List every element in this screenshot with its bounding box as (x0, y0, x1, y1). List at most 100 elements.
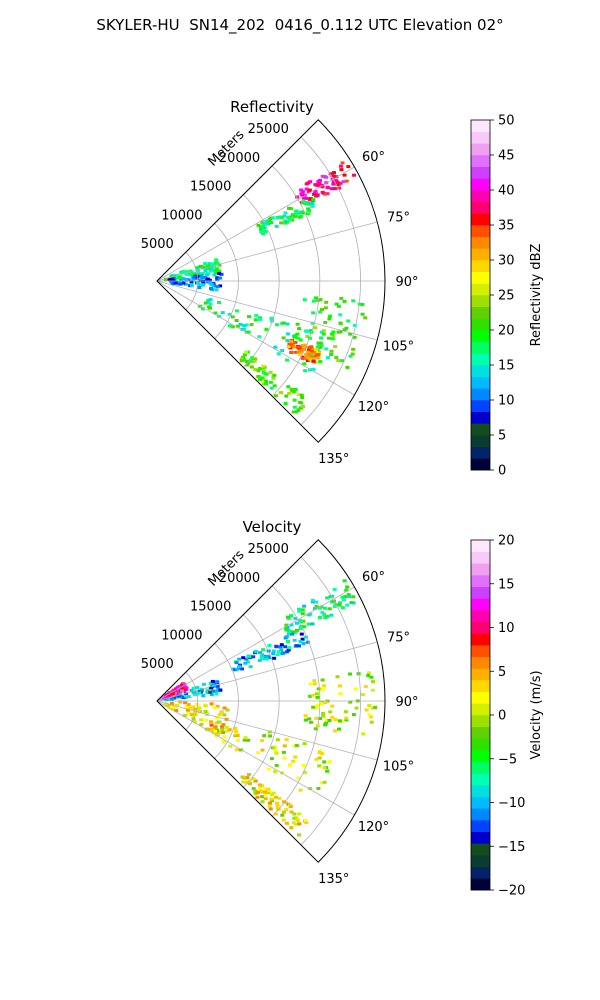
echo-gate (297, 327, 302, 331)
echo-gate (280, 349, 285, 352)
echo-gate (215, 680, 220, 684)
echo-gate (317, 756, 322, 760)
echo-gate (174, 281, 179, 285)
colorbar-segment (471, 353, 490, 366)
echo-gate (258, 651, 262, 655)
echo-gate (197, 689, 202, 693)
colorbar-segment (471, 843, 490, 856)
colorbar-tick-label: 10 (498, 621, 515, 636)
echo-gate (316, 687, 321, 691)
colorbar-segment (471, 225, 490, 237)
echo-gate (197, 286, 202, 290)
echo-gate (310, 351, 315, 355)
colorbar-tick-label: 30 (498, 254, 515, 269)
echo-gate (313, 190, 318, 193)
echo-gate (214, 721, 219, 725)
echo-gate (296, 393, 301, 397)
echo-gate (294, 212, 299, 216)
echo-gate (303, 369, 308, 373)
echo-gate (178, 281, 183, 284)
echo-gate (316, 356, 321, 360)
echo-gate (256, 369, 261, 373)
colorbar-segment (471, 295, 490, 307)
echo-gate (230, 315, 235, 319)
echo-gate (338, 322, 343, 326)
echo-gate (235, 734, 240, 737)
radial-tick-label: 10000 (161, 628, 202, 643)
echo-gate (258, 318, 263, 321)
echo-gate (242, 738, 247, 742)
echo-gate (294, 410, 299, 414)
echo-gate (222, 706, 227, 710)
echo-gate (167, 706, 172, 709)
colorbar-segment (471, 796, 490, 809)
echo-gate (263, 790, 268, 794)
echo-gate (325, 769, 330, 773)
echo-gate (281, 818, 286, 822)
echo-gate (242, 776, 247, 780)
echo-gate (186, 703, 191, 707)
echo-gate (274, 812, 278, 816)
echo-gate (236, 738, 241, 742)
echo-gate (210, 679, 215, 683)
echo-gate (230, 325, 235, 329)
radial-tick-label: 20000 (219, 571, 260, 586)
echo-gate (339, 296, 344, 300)
echo-gate (314, 604, 319, 608)
echo-gate (336, 304, 341, 308)
echo-gate (289, 387, 294, 391)
echo-gate (343, 710, 348, 714)
echo-gate (186, 704, 191, 708)
echo-gate (304, 353, 309, 356)
echo-gate (370, 680, 375, 684)
echo-gate (269, 386, 274, 390)
echo-gate (321, 332, 326, 336)
echo-gate (205, 277, 210, 281)
echo-gate (321, 712, 325, 715)
echo-gate (185, 708, 190, 712)
echo-gate (268, 801, 272, 805)
echo-gate (246, 361, 251, 365)
echo-gate (175, 686, 180, 690)
echo-gate (263, 230, 268, 233)
echo-gate (301, 763, 306, 767)
echo-gate (306, 352, 311, 356)
echo-gate (267, 644, 272, 647)
echo-gate (204, 718, 209, 722)
echo-gate (271, 649, 276, 653)
echo-gate (323, 192, 327, 196)
azimuth-gridline (156, 280, 378, 341)
echo-gate (310, 204, 315, 207)
echo-gate (267, 217, 272, 221)
echo-gate (266, 767, 271, 771)
echo-gate (323, 321, 328, 324)
angle-tick-label: 105° (383, 340, 414, 355)
echo-gate (342, 579, 347, 583)
echo-gate (249, 323, 254, 327)
echo-gate (203, 269, 208, 273)
echo-gate (271, 376, 276, 380)
echo-gate (360, 693, 365, 696)
colorbar-tick-label: 0 (498, 464, 506, 479)
echo-gate (264, 372, 269, 376)
echo-gate (274, 224, 279, 228)
echo-gate (253, 789, 258, 793)
colorbar-segment (471, 691, 490, 704)
echo-gate (274, 763, 279, 767)
angle-tick-label: 90° (395, 275, 418, 290)
colorbar-segment (471, 201, 490, 214)
echo-gate (307, 209, 312, 213)
echo-gate (282, 214, 287, 218)
echo-gate (304, 329, 309, 333)
echo-gate (308, 787, 313, 791)
echo-gate (320, 190, 325, 194)
echo-gate (284, 635, 289, 639)
echo-gate (299, 188, 304, 192)
echo-gate (322, 760, 327, 764)
echo-gate (214, 715, 219, 719)
echo-gate (217, 263, 222, 267)
echo-gate (261, 364, 266, 368)
echo-gate (289, 826, 294, 830)
echo-gate (300, 612, 305, 616)
colorbar-segment (471, 715, 490, 727)
